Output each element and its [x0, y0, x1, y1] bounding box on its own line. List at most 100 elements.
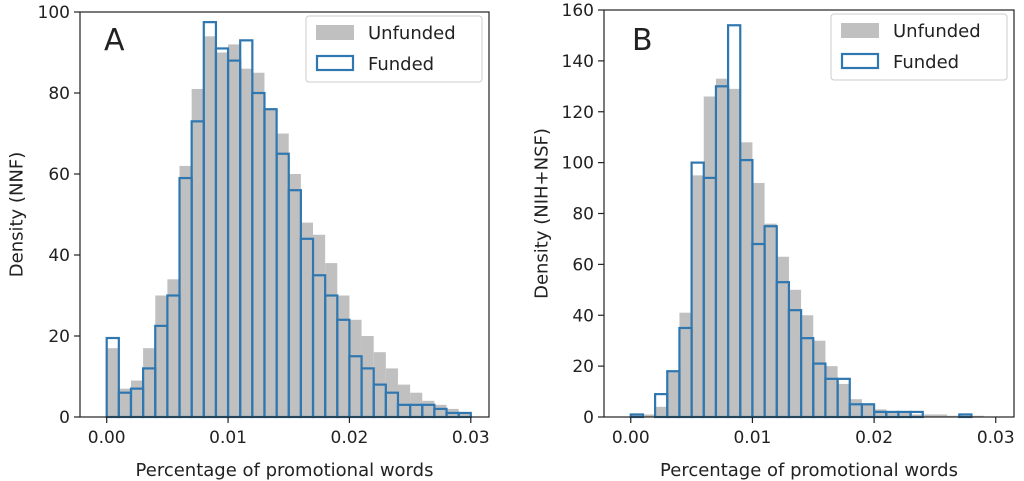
y-tick-label: 40	[48, 246, 70, 266]
unfunded-bar	[703, 96, 716, 418]
legend-swatch-funded	[315, 54, 355, 72]
y-tick-label: 20	[572, 357, 594, 377]
unfunded-bar	[288, 174, 301, 417]
panel-letter: A	[104, 23, 125, 58]
unfunded-bar	[922, 414, 935, 417]
unfunded-bar	[118, 388, 131, 417]
unfunded-bar	[874, 409, 887, 417]
unfunded-bar	[361, 336, 374, 417]
x-axis-label: Percentage of promotional words	[136, 460, 434, 481]
legend-swatch-unfunded	[316, 25, 354, 40]
unfunded-bar	[422, 400, 435, 417]
y-tick-label: 80	[48, 84, 70, 104]
panel-letter: B	[632, 23, 653, 58]
unfunded-bar	[971, 415, 984, 417]
y-tick-label: 140	[562, 52, 594, 72]
unfunded-bar	[642, 414, 656, 417]
legend-label-funded: Funded	[893, 52, 959, 73]
y-tick-label: 60	[48, 165, 70, 185]
unfunded-bar	[728, 88, 741, 417]
y-tick-label: 20	[48, 327, 70, 347]
unfunded-bar	[630, 414, 643, 417]
unfunded-bar	[191, 88, 204, 417]
unfunded-bar	[801, 315, 814, 417]
unfunded-bar	[752, 182, 765, 417]
unfunded-bar	[715, 78, 729, 418]
legend-swatch-unfunded	[841, 23, 879, 38]
unfunded-bar	[898, 411, 911, 417]
unfunded-bar	[655, 406, 668, 417]
legend: Unfunded Funded	[830, 13, 1008, 81]
y-tick-label: 80	[572, 205, 594, 225]
legend-swatch-funded	[840, 52, 880, 70]
y-axis-label: Density (NIH+NSF)	[531, 128, 552, 299]
x-tick-label: 0.03	[977, 428, 1015, 448]
unfunded-bar	[788, 289, 802, 417]
unfunded-bar	[825, 366, 838, 417]
unfunded-bar	[179, 165, 192, 417]
panel-a: 0.00 0.01 0.02 0.03 0 20 40 60 80 100 A Percentag…	[6, 3, 489, 481]
unfunded-bar	[215, 52, 229, 417]
y-tick-label: 40	[572, 306, 594, 326]
unfunded-bar	[349, 319, 362, 417]
legend-label-unfunded: Unfunded	[893, 21, 981, 42]
unfunded-bar	[337, 295, 350, 417]
unfunded-bar	[397, 384, 411, 417]
unfunded-bar	[276, 133, 289, 417]
legend-label-unfunded: Unfunded	[368, 23, 456, 44]
unfunded-bar	[740, 142, 753, 417]
unfunded-bar	[240, 68, 253, 417]
x-tick-label: 0.00	[88, 428, 126, 448]
unfunded-bar	[764, 223, 777, 417]
x-tick-label: 0.02	[331, 428, 369, 448]
y-tick-label: 0	[583, 408, 594, 428]
y-axis-label: Density (NNF)	[6, 152, 27, 277]
y-tick-label: 0	[59, 408, 70, 428]
plot-frame	[79, 11, 490, 418]
ticks-layer: 0.00 0.01 0.02 0.03 0 20 40 60 80 100 120 140 160	[562, 1, 1015, 448]
legend-label-funded: Funded	[368, 54, 434, 75]
unfunded-bar	[837, 383, 850, 417]
unfunded-bar	[458, 412, 471, 417]
unfunded-bar	[300, 222, 314, 417]
unfunded-bar	[667, 371, 680, 417]
y-tick-label: 120	[562, 103, 594, 123]
unfunded-bar	[776, 256, 789, 417]
x-tick-label: 0.03	[452, 428, 490, 448]
unfunded-bar	[130, 380, 144, 417]
unfunded-bar	[167, 279, 180, 417]
unfunded-bar	[691, 175, 704, 417]
unfunded-bar	[886, 411, 899, 417]
unfunded-bar	[203, 36, 216, 418]
y-tick-label: 100	[562, 154, 594, 174]
unfunded-bar	[861, 404, 875, 417]
unfunded-bar	[155, 295, 168, 417]
y-tick-label: 60	[572, 255, 594, 275]
unfunded-bar	[264, 109, 277, 417]
unfunded-bar	[910, 414, 923, 417]
unfunded-bar	[934, 414, 948, 417]
x-tick-label: 0.02	[855, 428, 893, 448]
unfunded-bar	[106, 348, 119, 417]
x-tick-label: 0.01	[209, 428, 247, 448]
unfunded-bar	[813, 340, 826, 417]
unfunded-bar	[849, 399, 862, 417]
x-tick-label: 0.00	[612, 428, 650, 448]
bars-layer	[105, 21, 472, 419]
unfunded-bar	[325, 263, 338, 417]
legend: Unfunded Funded	[305, 15, 483, 83]
ticks-layer: 0.00 0.01 0.02 0.03 0 20 40 60 80 100	[38, 3, 490, 448]
unfunded-bar	[252, 72, 265, 417]
y-tick-label: 160	[562, 1, 594, 21]
x-tick-label: 0.01	[733, 428, 771, 448]
unfunded-bar	[313, 234, 326, 417]
unfunded-bar	[143, 348, 156, 417]
unfunded-bar	[947, 415, 960, 417]
unfunded-bar	[679, 312, 692, 417]
bars-layer	[629, 24, 984, 419]
x-axis-label: Percentage of promotional words	[660, 460, 958, 481]
unfunded-bar	[228, 44, 241, 418]
unfunded-bar	[434, 404, 447, 417]
